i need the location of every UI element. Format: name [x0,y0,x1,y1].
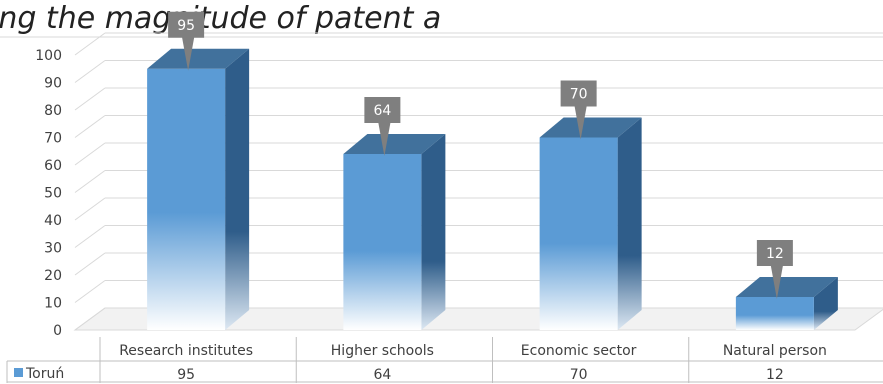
bar [735,277,838,330]
data-label-text: 70 [570,87,588,103]
y-tick-label: 50 [44,186,62,202]
bar-side [421,134,446,330]
data-label-text: 95 [177,18,195,34]
y-tick-label: 20 [44,268,62,284]
chart-title: ing the magnitude of patent a [0,1,441,36]
data-label-text: 12 [766,246,784,262]
y-tick-label: 90 [44,76,62,92]
bar-front [735,297,814,330]
gridline-depth [74,307,106,331]
gridline-depth [74,197,106,221]
data-label: 64 [364,97,401,156]
data-label: 70 [560,80,597,140]
y-tick-label: 30 [44,241,62,257]
x-category-label: Economic sector [521,343,637,359]
gridline-depth [74,280,106,303]
data-label: 12 [756,240,793,299]
data-label-callout [756,240,793,299]
legend-swatch [14,368,23,377]
bar-top [343,134,446,154]
bar [147,48,250,330]
table-cell-value: 95 [177,367,195,383]
bar-top [735,277,838,297]
legend-series-name: Toruń [25,366,64,382]
y-tick-label: 70 [44,131,62,147]
y-tick-label: 80 [44,103,62,119]
data-label-callout [364,97,401,156]
gridline-depth [74,115,106,138]
data-label-callout [560,80,597,140]
gridline-depth [74,60,106,83]
y-tick-label: 10 [44,296,62,312]
bar [343,134,446,330]
bar-front [147,68,226,330]
bar-side [813,277,838,330]
table-cell-value: 64 [373,367,391,383]
bar-front [539,137,618,330]
data-table: Research institutes 95 Higher schools 64 Eco… [6,337,883,383]
y-tick-label: 60 [44,158,62,174]
x-category-label: Higher schools [331,343,434,359]
y-tick-label: 40 [44,213,62,229]
y-tick-label: 0 [53,323,62,339]
gridline-depth [74,252,106,276]
x-category-label: Natural person [723,343,827,359]
gridline-depth [74,87,106,111]
gridline-depth [74,170,106,193]
table-cell-value: 12 [766,367,784,383]
data-label: 95 [168,11,205,71]
bars [147,48,838,330]
bar-side [617,117,642,330]
data-labels: 95 64 70 12 [168,11,793,299]
bar-side [225,48,250,330]
x-category-label: Research institutes [119,343,253,359]
table-cell-value: 70 [570,367,588,383]
gridline-depth [74,225,106,248]
y-tick-label: 100 [35,48,62,64]
data-label-callout [168,11,205,71]
bar-top [539,117,642,138]
gridline-depth [74,142,106,166]
bar-front [343,154,422,330]
bar-top [147,48,250,69]
bar [539,117,642,330]
data-label-text: 64 [373,103,391,119]
gridline-depth [74,32,106,56]
y-axis-ticks: 0 10 20 30 40 50 60 70 80 90 100 [35,48,62,339]
